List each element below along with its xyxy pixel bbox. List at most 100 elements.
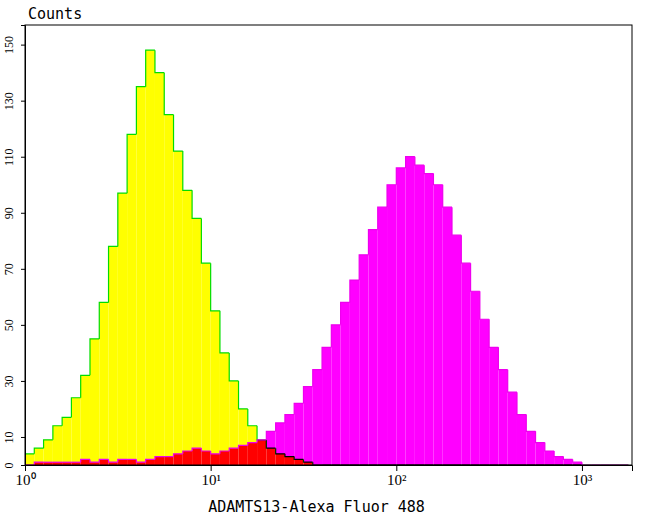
histogram-outline-step xyxy=(192,190,201,218)
histogram-bar xyxy=(508,392,517,465)
histogram-bar xyxy=(433,185,442,465)
histogram-bar xyxy=(127,459,136,465)
histogram-outline xyxy=(25,50,628,465)
y-tick-label: 30 xyxy=(2,375,16,387)
histogram-outline-step xyxy=(192,448,201,451)
histogram-outline-step xyxy=(53,426,62,440)
histogram-outline-step xyxy=(424,165,433,173)
histogram-bar xyxy=(313,370,322,465)
histogram-bar xyxy=(34,448,43,465)
histogram-bar xyxy=(229,381,238,465)
x-tick-mark xyxy=(582,465,583,471)
histogram-outline xyxy=(25,157,628,465)
histogram-outline-step xyxy=(276,423,285,431)
histogram-outline-step xyxy=(81,459,90,462)
x-tick: 10³ xyxy=(573,465,593,488)
histogram-outline-step xyxy=(25,454,34,465)
histogram-bar xyxy=(294,403,303,465)
y-tick-label: 150 xyxy=(2,36,16,54)
histogram-bar xyxy=(424,174,433,465)
histogram-outline-step xyxy=(368,230,377,255)
y-tick-label: 50 xyxy=(2,319,16,331)
x-axis: 10⁰10¹10²10³ xyxy=(16,465,633,488)
histogram-bar xyxy=(480,319,489,465)
histogram-bar xyxy=(146,459,155,465)
histogram-outline-step xyxy=(452,207,461,235)
histogram-outline-step xyxy=(155,457,164,460)
x-tick-label: 10³ xyxy=(573,472,593,488)
y-tick-label: 10 xyxy=(2,431,16,443)
y-axis: 01030507090110130150 xyxy=(2,26,26,469)
histogram-outline-step xyxy=(563,457,572,460)
y-tick-label: 110 xyxy=(2,148,16,166)
histogram-outline-step xyxy=(90,459,99,462)
x-axis-title: ADAMTS13-Alexa Fluor 488 xyxy=(208,498,425,516)
histogram-bar xyxy=(257,440,266,465)
histogram-outline-step xyxy=(415,157,424,165)
histogram-outline-step xyxy=(285,415,294,423)
histogram-outline-step xyxy=(211,263,220,311)
histogram-bar xyxy=(443,207,452,465)
histogram-outline-step xyxy=(359,255,368,280)
chart: 10⁰10¹10²10³01030507090110130150CountsAD… xyxy=(0,0,650,520)
histogram-bar xyxy=(248,443,257,465)
histogram-outline-step xyxy=(545,443,554,451)
y-tick-label: 0 xyxy=(2,463,16,469)
histogram-bar xyxy=(99,302,108,465)
histogram-bar xyxy=(368,230,377,465)
histogram-outline-step xyxy=(257,440,266,443)
histogram-series xyxy=(25,50,313,465)
histogram-outline-step xyxy=(406,157,415,168)
histogram-outline-step xyxy=(322,347,331,369)
histogram-outline-step xyxy=(53,462,62,463)
histogram-outline-step xyxy=(220,311,229,353)
histogram-outline-step xyxy=(396,168,405,185)
histogram-bar xyxy=(303,387,312,465)
histogram-outline-step xyxy=(303,387,312,404)
histogram-bar xyxy=(53,426,62,465)
histogram-outline-step xyxy=(257,426,266,440)
histogram-outline-step xyxy=(90,339,99,375)
histogram-bar xyxy=(118,459,127,465)
histogram-outline-step xyxy=(239,381,248,409)
y-tick: 110 xyxy=(2,148,25,166)
histogram-outline-step xyxy=(480,291,489,319)
histogram-bar xyxy=(164,115,173,465)
histogram-outline-step xyxy=(266,431,275,439)
histogram-outline-step xyxy=(517,392,526,414)
histogram-bar xyxy=(387,185,396,465)
histogram-bar xyxy=(220,451,229,465)
histogram-bar xyxy=(146,50,155,465)
histogram-outline-step xyxy=(387,185,396,207)
histogram-outline-step xyxy=(99,302,108,338)
histogram-bar xyxy=(118,193,127,465)
histogram-outline-step xyxy=(229,353,238,381)
histogram-outline-step xyxy=(294,403,303,414)
histogram-outline-step xyxy=(248,443,257,446)
histogram-outline-step xyxy=(183,151,192,190)
histogram-bar xyxy=(545,451,554,465)
y-tick-mark xyxy=(21,465,25,466)
histogram-bar xyxy=(81,375,90,465)
histogram-outline-step xyxy=(174,115,183,151)
x-tick: 10² xyxy=(387,465,407,488)
histogram-outline-step xyxy=(136,459,145,462)
histogram-outline-step xyxy=(44,462,53,463)
histogram-outline-step xyxy=(201,448,210,451)
y-tick: 130 xyxy=(2,92,25,110)
histogram-outline-step xyxy=(81,375,90,397)
histogram-bar xyxy=(452,235,461,465)
histogram-outline-step xyxy=(71,398,80,418)
y-tick-label: 90 xyxy=(2,207,16,219)
histogram-bar xyxy=(211,311,220,465)
histogram-outline-step xyxy=(62,417,71,425)
y-axis-title: Counts xyxy=(28,5,82,23)
histogram-outline-step xyxy=(201,218,210,263)
histogram-outline-step xyxy=(44,440,53,448)
histogram-outline-step xyxy=(146,50,155,86)
y-tick-mark xyxy=(21,381,25,382)
histogram-bar xyxy=(406,157,415,465)
histogram-outline-step xyxy=(146,459,155,462)
histogram-bar xyxy=(155,73,164,465)
histogram-outline-step xyxy=(136,87,145,135)
